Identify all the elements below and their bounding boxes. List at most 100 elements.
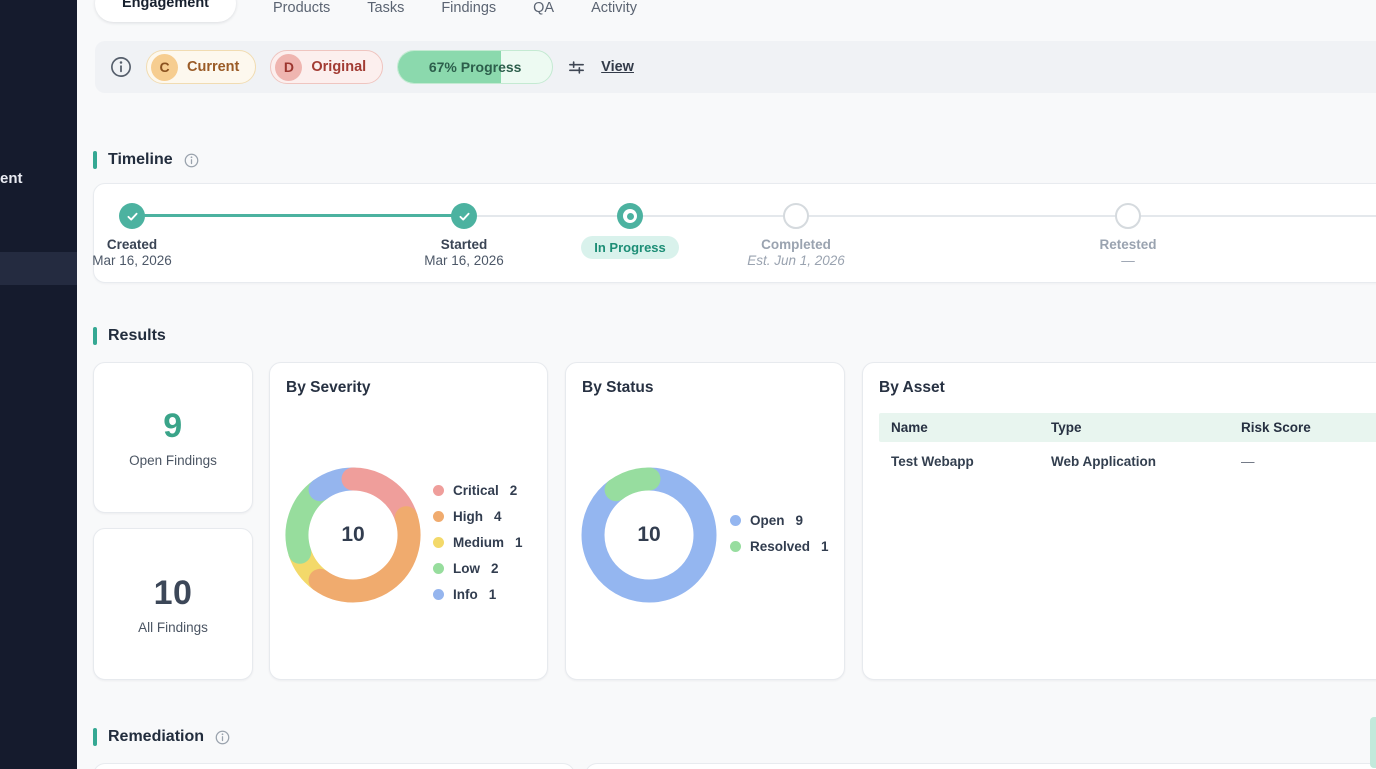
legend-item-resolved: Resolved 1 — [730, 539, 829, 554]
legend-dot-icon — [433, 589, 444, 600]
timeline-step-completed-label: Completed Est. Jun 1, 2026 — [747, 237, 845, 268]
tab-tasks[interactable]: Tasks — [367, 0, 405, 16]
view-options-sliders-icon[interactable] — [567, 58, 586, 77]
original-badge-letter: D — [275, 53, 303, 81]
tab-findings[interactable]: Findings — [441, 0, 497, 16]
legend-item-medium: Medium 1 — [433, 535, 523, 550]
timeline-step-in-progress-node — [617, 203, 643, 229]
by-status-card: By Status 10 Open 9 Resolved 1 — [565, 362, 845, 680]
column-header-type: Type — [1051, 420, 1082, 435]
legend-value: 1 — [821, 539, 829, 554]
legend-item-high: High 4 — [433, 509, 523, 524]
timeline-info-icon[interactable] — [184, 153, 199, 168]
legend-label: Resolved — [750, 539, 811, 554]
remediation-card-left — [93, 763, 575, 769]
original-badge-label: Original — [311, 59, 367, 75]
by-asset-card: By Asset Name Type Risk Score Test Webap… — [862, 362, 1376, 680]
severity-donut-total: 10 — [341, 523, 365, 546]
legend-dot-icon — [433, 563, 444, 574]
asset-table-header: Name Type Risk Score — [879, 413, 1376, 442]
view-link[interactable]: View — [601, 59, 634, 75]
legend-label: Critical — [453, 483, 499, 498]
legend-dot-icon — [433, 485, 444, 496]
by-severity-card: By Severity 10 Critical 2 High 4 Medium 1 Low 2… — [269, 362, 548, 680]
sidebar-active-item[interactable] — [0, 252, 77, 285]
timeline-title: Timeline — [108, 151, 173, 168]
remediation-title: Remediation — [108, 728, 205, 745]
legend-item-open: Open 9 — [730, 513, 829, 528]
scroll-indicator[interactable] — [1370, 717, 1376, 768]
asset-name: Test Webapp — [891, 453, 974, 469]
timeline-step-started-label: Started Mar 16, 2026 — [424, 237, 504, 268]
legend-dot-icon — [730, 541, 741, 552]
original-version-badge[interactable]: D Original — [270, 50, 384, 84]
legend-label: High — [453, 509, 483, 524]
status-legend: Open 9 Resolved 1 — [730, 513, 829, 554]
donut-segment-resolved — [604, 467, 661, 502]
remediation-section-heading: Remediation — [93, 728, 230, 746]
all-findings-label: All Findings — [138, 619, 208, 635]
results-title: Results — [108, 327, 166, 344]
current-version-badge[interactable]: C Current — [146, 50, 257, 84]
timeline-section-heading: Timeline — [93, 151, 199, 169]
timeline-step-created-node — [119, 203, 145, 229]
results-section-heading: Results — [93, 327, 166, 345]
table-row[interactable]: Test Webapp Web Application — — [879, 442, 1376, 480]
tab-products[interactable]: Products — [273, 0, 331, 16]
sidebar-item-label[interactable]: ent — [0, 170, 23, 187]
timeline-step-started-node — [451, 203, 477, 229]
remediation-info-icon[interactable] — [215, 730, 230, 745]
legend-label: Low — [453, 561, 480, 576]
heading-accent-bar — [93, 151, 97, 169]
all-findings-stat-card[interactable]: 10 All Findings — [93, 528, 253, 680]
legend-value: 2 — [509, 483, 518, 498]
asset-risk-score: — — [1241, 453, 1255, 469]
by-asset-title: By Asset — [879, 379, 945, 396]
by-severity-title: By Severity — [286, 379, 371, 396]
tab-activity[interactable]: Activity — [591, 0, 638, 16]
timeline-step-completed-node — [783, 203, 809, 229]
timeline-card: Created Mar 16, 2026 Started Mar 16, 202… — [92, 183, 1376, 283]
progress-pill: 67% Progress — [397, 50, 554, 84]
legend-item-low: Low 2 — [433, 561, 523, 576]
donut-segment-open — [581, 467, 717, 603]
legend-label: Info — [453, 587, 478, 602]
timeline-step-created-label: Created Mar 16, 2026 — [92, 237, 172, 268]
legend-item-critical: Critical 2 — [433, 483, 523, 498]
check-icon — [458, 212, 470, 220]
timeline-track — [464, 215, 1376, 217]
legend-value: 9 — [795, 513, 804, 528]
main-content: Engagement Products Tasks Findings QA Ac… — [77, 0, 1376, 769]
legend-value: 1 — [515, 535, 523, 550]
current-badge-label: Current — [187, 59, 240, 75]
timeline-step-retested-label: Retested — — [1099, 237, 1157, 268]
tab-bar: Engagement Products Tasks Findings QA Ac… — [95, 0, 637, 22]
current-badge-letter: C — [151, 53, 178, 81]
status-donut-chart: 10 — [581, 467, 717, 603]
info-icon[interactable] — [110, 56, 132, 78]
donut-chart-svg — [285, 467, 421, 603]
legend-dot-icon — [730, 515, 741, 526]
sidebar: ent — [0, 0, 77, 769]
open-findings-label: Open Findings — [129, 453, 217, 468]
progress-label: 67% Progress — [428, 59, 522, 75]
heading-accent-bar — [93, 728, 97, 746]
in-progress-badge: In Progress — [581, 236, 679, 259]
column-header-risk-score: Risk Score — [1241, 420, 1311, 435]
legend-label: Medium — [453, 535, 505, 550]
check-icon — [126, 212, 138, 220]
column-header-name: Name — [891, 420, 928, 435]
progress-fill — [398, 51, 502, 83]
legend-value: 2 — [491, 561, 499, 576]
asset-type: Web Application — [1051, 453, 1157, 469]
open-findings-count: 9 — [163, 407, 183, 445]
legend-dot-icon — [433, 537, 444, 548]
bullseye-icon — [623, 209, 637, 223]
open-findings-stat-card[interactable]: 9 Open Findings — [93, 362, 253, 513]
tab-qa[interactable]: QA — [533, 0, 555, 16]
timeline-step-retested-node — [1115, 203, 1141, 229]
timeline-step-in-progress-label: In Progress — [550, 236, 710, 259]
status-donut-total: 10 — [637, 523, 661, 546]
remediation-card-right — [585, 763, 1376, 769]
tab-engagement[interactable]: Engagement — [95, 0, 237, 22]
